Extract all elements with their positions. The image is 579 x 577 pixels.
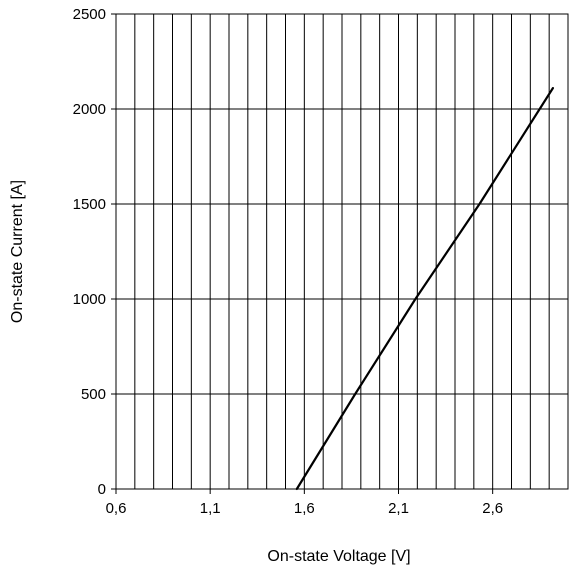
x-tick-labels: 0,6 1,1 1,6 2,1 2,6 (106, 489, 503, 517)
x-tick-label: 1,1 (200, 500, 221, 517)
y-tick-label: 2000 (73, 101, 106, 118)
y-axis-title: On-state Current [A] (9, 180, 26, 323)
y-tick-label: 500 (81, 386, 106, 403)
y-tick-label: 1500 (73, 196, 106, 213)
x-tick-label: 0,6 (106, 500, 127, 517)
x-tick-label: 1,6 (294, 500, 315, 517)
y-tick-label: 1000 (73, 291, 106, 308)
x-tick-label: 2,6 (482, 500, 503, 517)
x-tick-label: 2,1 (388, 500, 409, 517)
y-tick-labels: 0 500 1000 1500 2000 2500 (73, 6, 116, 498)
y-tick-label: 2500 (73, 6, 106, 23)
horizontal-gridlines (116, 108, 568, 395)
series-line (295, 86, 555, 491)
y-tick-label: 0 (98, 481, 106, 498)
vertical-gridlines (134, 14, 550, 489)
series-group (295, 86, 555, 491)
plot-frame (115, 13, 569, 490)
x-axis-title: On-state Voltage [V] (267, 548, 410, 565)
